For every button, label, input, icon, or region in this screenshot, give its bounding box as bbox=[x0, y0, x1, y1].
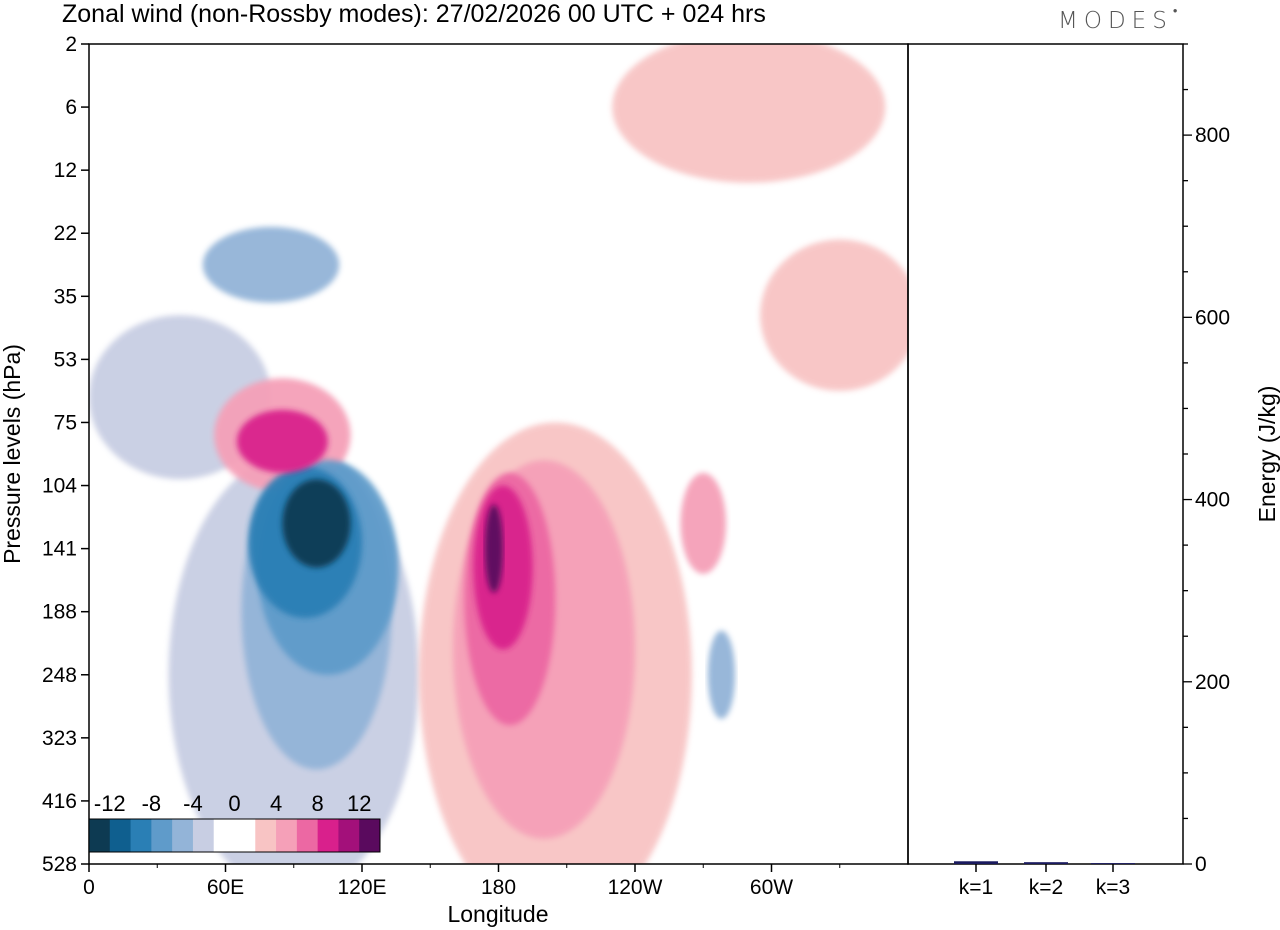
colorbar: -12 -8 -4 0 4 8 12 bbox=[88, 791, 381, 853]
energy-bar bbox=[1024, 862, 1068, 864]
y-tick-label: 188 bbox=[42, 601, 77, 624]
registered-mark: ● bbox=[1172, 6, 1178, 15]
bar-panel-frame bbox=[907, 43, 1184, 865]
colorbar-swatch bbox=[276, 819, 298, 852]
y-tick-label: 141 bbox=[42, 538, 77, 561]
colorbar-swatch bbox=[359, 819, 381, 852]
y-tick-label: 6 bbox=[65, 96, 77, 119]
x-tick-label: 180 bbox=[481, 876, 516, 899]
energy-axis: 0 200 400 600 800 bbox=[1183, 43, 1230, 876]
y-tick-label: 35 bbox=[54, 285, 77, 308]
x-tick-label: 0 bbox=[83, 876, 95, 899]
colorbar-label: -4 bbox=[183, 791, 203, 816]
contour-blob-neg-16 bbox=[282, 479, 351, 568]
chart-title: Zonal wind (non-Rossby modes): 27/02/202… bbox=[62, 0, 766, 28]
colorbar-swatch bbox=[89, 819, 111, 852]
y-tick-label: 12 bbox=[54, 159, 77, 182]
colorbar-swatch bbox=[151, 819, 173, 852]
y-tick-label: 248 bbox=[42, 664, 77, 687]
colorbar-swatch bbox=[192, 819, 215, 852]
energy-tick-label: 800 bbox=[1195, 124, 1230, 147]
colorbar-swatch bbox=[234, 819, 256, 852]
colorbar-swatch bbox=[172, 819, 194, 852]
x-tick-label: 60W bbox=[750, 876, 793, 899]
colorbar-label: 8 bbox=[312, 791, 324, 816]
colorbar-swatch bbox=[213, 819, 235, 852]
energy-bar bbox=[1091, 863, 1135, 864]
energy-tick-label: 0 bbox=[1195, 853, 1207, 876]
colorbar-swatch bbox=[317, 819, 339, 852]
colorbar-label: 12 bbox=[347, 791, 371, 816]
y-axis-label: Pressure levels (hPa) bbox=[0, 344, 25, 564]
colorbar-swatch bbox=[255, 819, 277, 852]
contour-blob-neg-9 bbox=[707, 630, 736, 719]
x-tick-label: 120W bbox=[608, 876, 663, 899]
colorbar-swatch bbox=[338, 819, 360, 852]
colorbar-label: 4 bbox=[270, 791, 282, 816]
energy-tick-label: 600 bbox=[1195, 306, 1230, 329]
y-axis: 2 6 12 22 35 53 75 104 141 188 248 323 416 528 bbox=[42, 33, 89, 876]
x-tick-label: 120E bbox=[337, 876, 386, 899]
y-tick-label: 75 bbox=[54, 411, 77, 434]
y-tick-label: 528 bbox=[42, 853, 77, 876]
contour-blob-neg-8 bbox=[202, 226, 340, 303]
colorbar-swatch bbox=[296, 819, 319, 852]
colorbar-label: -8 bbox=[142, 791, 162, 816]
y-tick-label: 104 bbox=[42, 475, 77, 498]
energy-axis-label: Energy (J/kg) bbox=[1254, 386, 1280, 523]
energy-bar bbox=[954, 861, 998, 864]
x-axis-label: Longitude bbox=[447, 901, 548, 927]
y-tick-label: 53 bbox=[54, 348, 77, 371]
energy-tick-label: 400 bbox=[1195, 489, 1230, 512]
contour-blob-pos-3 bbox=[760, 239, 908, 391]
contour-blob-pos-17 bbox=[484, 504, 504, 593]
contour-blob-pos-14 bbox=[473, 485, 533, 650]
bar-category-label: k=1 bbox=[959, 876, 993, 899]
colorbar-swatch bbox=[130, 819, 152, 852]
contour-blob-pos-15 bbox=[236, 409, 328, 473]
y-tick-label: 323 bbox=[42, 727, 77, 750]
colorbar-label: -12 bbox=[94, 791, 126, 816]
y-tick-label: 22 bbox=[54, 222, 77, 245]
modes-logo: MODES● bbox=[1058, 6, 1178, 34]
heatmap-area bbox=[89, 44, 908, 864]
colorbar-swatch bbox=[109, 819, 132, 852]
x-tick-label: 60E bbox=[207, 876, 244, 899]
energy-bars: k=1 k=2 k=3 bbox=[954, 861, 1135, 899]
colorbar-frame bbox=[88, 818, 381, 853]
energy-tick-label: 200 bbox=[1195, 671, 1230, 694]
bar-category-label: k=3 bbox=[1096, 876, 1130, 899]
y-tick-label: 416 bbox=[42, 790, 77, 813]
logo-text: MODES bbox=[1058, 8, 1173, 34]
y-tick-label: 2 bbox=[65, 33, 77, 56]
colorbar-label: 0 bbox=[228, 791, 240, 816]
x-axis: 0 60E 120E 180 120W 60W bbox=[83, 864, 841, 899]
contour-blob-pos-4 bbox=[612, 44, 886, 183]
bar-category-label: k=2 bbox=[1029, 876, 1063, 899]
contour-blob-pos-10 bbox=[680, 472, 726, 574]
